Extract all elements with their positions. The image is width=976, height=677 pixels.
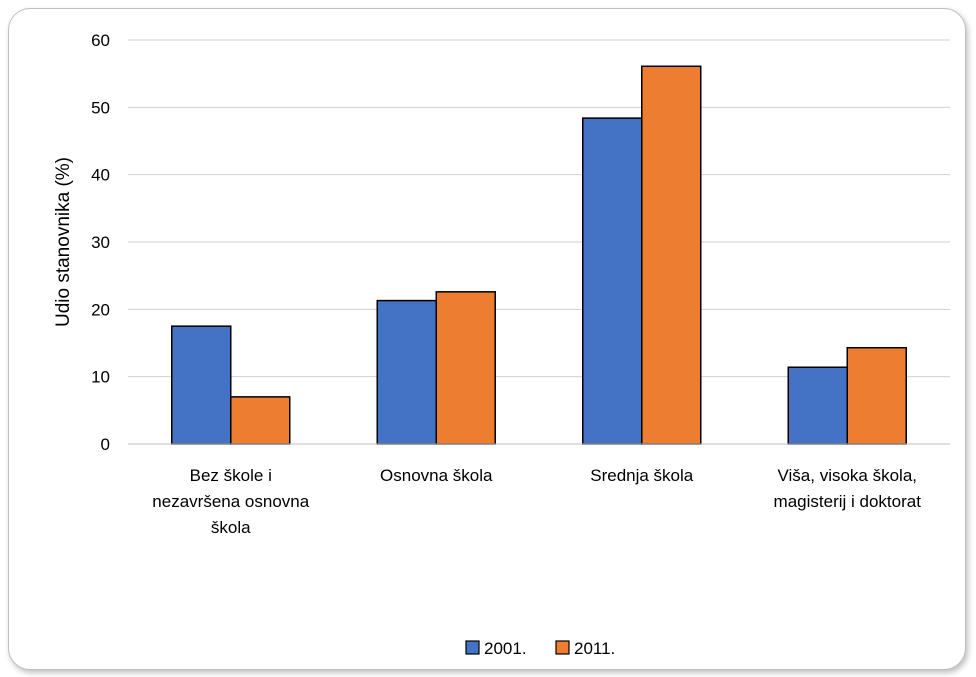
y-tick-label: 40 xyxy=(91,166,110,185)
y-tick-label: 0 xyxy=(101,435,110,454)
bar-series1-cat1 xyxy=(171,325,232,445)
gridlines xyxy=(128,39,950,378)
y-axis-title: Udio stanovnika (%) xyxy=(53,157,74,327)
x-category-label: Osnovna škola xyxy=(380,466,493,485)
x-category-label: Srednja škola xyxy=(590,466,694,485)
x-category-label-line: nezavršena osnovna xyxy=(152,492,309,511)
y-tick-label: 20 xyxy=(91,300,110,319)
x-category-label-line: Srednja škola xyxy=(590,466,694,485)
x-axis-categories: Bez škole i nezavršena osnovna škola Osnovn… xyxy=(152,466,921,537)
y-tick-label: 50 xyxy=(91,98,110,117)
y-tick-label: 30 xyxy=(91,233,110,252)
x-category-label: Bez škole i nezavršena osnovna škola xyxy=(152,466,309,537)
legend-swatch-2 xyxy=(555,640,570,655)
bar-series1-cat3 xyxy=(582,117,643,445)
x-category-label: Viša, visoka škola, magisterij i doktorat xyxy=(774,466,922,511)
y-tick-label: 60 xyxy=(91,31,110,50)
legend: 2001. 2011. xyxy=(465,639,615,658)
bar-series1-cat4 xyxy=(787,366,848,445)
y-tick-label: 10 xyxy=(91,368,110,387)
x-category-label-line: škola xyxy=(211,518,251,537)
bars xyxy=(171,65,907,445)
x-category-label-line: Bez škole i xyxy=(190,466,272,485)
bar-series2-cat1 xyxy=(230,396,291,445)
bar-series2-cat2 xyxy=(435,291,496,445)
bar-series1-cat2 xyxy=(376,299,437,445)
bar-series2-cat3 xyxy=(641,65,702,445)
legend-label-1: 2001. xyxy=(484,639,527,658)
y-axis-ticks: 0 10 20 30 40 50 60 xyxy=(91,31,110,454)
legend-label-2: 2011. xyxy=(574,639,615,658)
x-category-label-line: Osnovna škola xyxy=(380,466,493,485)
bar-series2-cat4 xyxy=(846,346,907,445)
legend-swatch-1 xyxy=(465,640,480,655)
x-category-label-line: Viša, visoka škola, xyxy=(777,466,917,485)
x-category-label-line: magisterij i doktorat xyxy=(774,492,922,511)
